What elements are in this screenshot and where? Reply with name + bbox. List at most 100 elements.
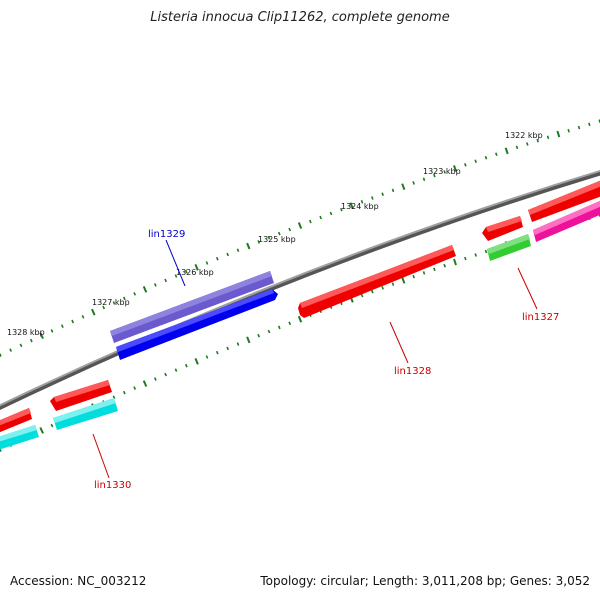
outer-track-minor-tick (360, 200, 364, 204)
feature-neighbor-left-1[interactable] (0, 408, 32, 433)
outer-track-minor-tick (81, 315, 85, 319)
outer-track-major-tick (39, 332, 44, 340)
feature-lin1329-cds[interactable] (116, 289, 278, 360)
outer-track-minor-tick (495, 152, 498, 157)
outer-track-minor-tick (474, 159, 477, 164)
outer-track-minor-tick (329, 211, 333, 216)
label-lin1329[interactable]: lin1329 (148, 229, 185, 240)
tick-label-1327: 1327 kbp (92, 298, 130, 307)
feature-lin1329[interactable] (110, 271, 274, 343)
outer-track-minor-tick (515, 145, 519, 150)
outer-track-minor-tick (184, 269, 188, 274)
inner-track-minor-tick (371, 289, 374, 294)
outer-track-minor-tick (122, 296, 126, 301)
outer-track-minor-tick (381, 192, 384, 196)
outer-track-minor-tick (50, 329, 54, 333)
outer-track-minor-tick (433, 173, 436, 178)
inner-track-minor-tick (205, 355, 209, 359)
outer-track-minor-tick (29, 338, 33, 343)
inner-track-minor-tick (50, 423, 54, 428)
inner-track-minor-tick (267, 329, 271, 334)
inner-track-minor-tick (133, 386, 137, 390)
outer-track-major-tick (194, 264, 199, 271)
inner-track-minor-tick (277, 325, 281, 330)
inner-track-major-tick (246, 336, 251, 344)
genome-backbone (0, 169, 600, 410)
gene-labels: lin1329 lin1328 lin1327 lin1330 (94, 229, 559, 491)
outer-track-major-tick (246, 242, 251, 250)
tick-label-1325: 1325 kbp (258, 235, 296, 244)
outer-track-minor-tick (319, 215, 322, 220)
outer-track-minor-tick (164, 278, 168, 283)
tick-label-1328: 1328 kbp (7, 328, 45, 337)
inner-track-minor-tick (226, 346, 230, 351)
label-lin1328[interactable]: lin1328 (394, 366, 431, 377)
inner-track-minor-tick (215, 350, 219, 355)
outer-track-minor-tick (371, 196, 374, 200)
outer-track-minor-tick (102, 305, 106, 310)
feature-track (0, 180, 600, 450)
inner-track-minor-tick (112, 395, 116, 400)
outer-track-minor-tick (577, 125, 581, 130)
accession-text: Accession: NC_003212 (10, 574, 147, 588)
outer-track-minor-tick (484, 155, 488, 160)
outer-track-minor-tick (422, 177, 426, 182)
outer-track-minor-tick (412, 181, 415, 185)
outer-track-minor-tick (60, 324, 64, 329)
inner-track-minor-tick (443, 263, 446, 268)
outer-track-major-tick (91, 308, 96, 316)
label-lin1330[interactable]: lin1330 (94, 480, 131, 491)
tick-labels: 1322 kbp 1323 kbp 1324 kbp 1325 kbp 1326… (7, 131, 543, 337)
feature-lin1330-cds[interactable] (53, 398, 118, 430)
outer-track-minor-tick (288, 227, 292, 232)
inner-track-minor-tick (164, 372, 168, 377)
feature-neighbor-right-1[interactable] (528, 180, 600, 222)
outer-track-minor-tick (71, 319, 75, 324)
feature-neighbor-left-2[interactable] (0, 425, 39, 450)
feature-lin1327-cds[interactable] (487, 234, 531, 261)
inner-track-minor-tick (184, 363, 188, 368)
inner-track-minor-tick (236, 342, 240, 346)
outer-track-major-tick (297, 222, 303, 229)
outer-track-minor-tick (588, 122, 591, 127)
outer-track-minor-tick (277, 231, 281, 236)
outer-track-minor-tick (133, 292, 137, 296)
outer-track-major-tick (453, 165, 457, 172)
outer-track-minor-tick (443, 170, 446, 174)
inner-track-minor-tick (153, 377, 157, 381)
feature-neighbor-right-2[interactable] (533, 200, 600, 242)
inner-track-minor-tick (391, 282, 395, 286)
outer-track-major-tick (504, 147, 509, 155)
feature-lin1328[interactable] (298, 245, 456, 318)
inner-track-minor-tick (288, 321, 292, 326)
label-lin1327[interactable]: lin1327 (522, 312, 559, 323)
outer-track-minor-tick (536, 138, 539, 143)
inner-track-minor-tick (484, 249, 488, 254)
inner-track-minor-tick (122, 390, 126, 395)
outer-track-minor-tick (340, 207, 343, 212)
tick-label-1323: 1323 kbp (423, 167, 461, 176)
map-title: Listeria innocua Clip11262, complete gen… (150, 10, 450, 25)
outer-track-major-tick (142, 285, 148, 293)
inner-track-major-tick (142, 380, 148, 387)
tick-label-1324: 1324 kbp (341, 202, 379, 211)
outer-track-minor-tick (546, 135, 550, 140)
feature-lin1327[interactable] (482, 216, 523, 241)
inner-track-minor-tick (433, 267, 436, 272)
inner-track-minor-tick (0, 448, 2, 452)
outer-tick-track (0, 119, 600, 357)
inner-track-major-tick (194, 358, 199, 365)
feature-lin1330[interactable] (50, 380, 112, 411)
outer-track-minor-tick (567, 128, 570, 133)
outer-track-minor-tick (267, 235, 271, 240)
outer-track-minor-tick (174, 274, 178, 278)
outer-track-minor-tick (215, 256, 219, 261)
inner-track-major-tick (39, 427, 44, 434)
outer-track-minor-tick (226, 252, 230, 257)
inner-track-minor-tick (422, 271, 426, 275)
outer-track-minor-tick (309, 219, 312, 224)
outer-track-minor-tick (9, 348, 13, 352)
outer-track-minor-tick (153, 283, 157, 287)
